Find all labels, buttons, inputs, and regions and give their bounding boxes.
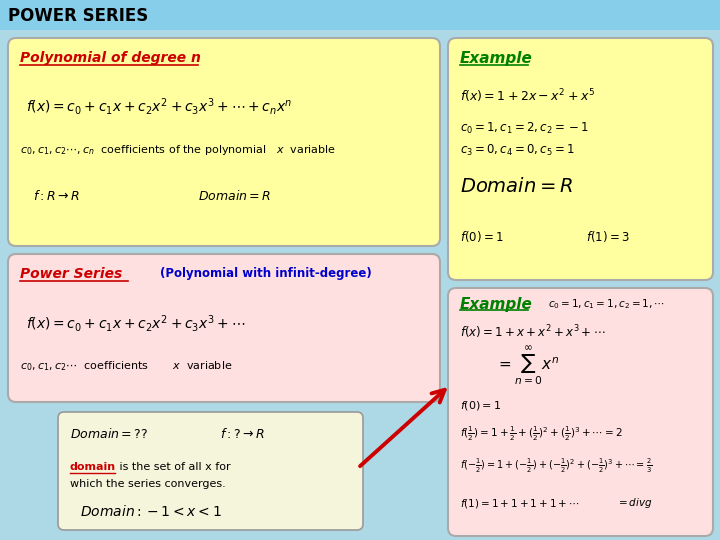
Text: $f : R \rightarrow R$: $f : R \rightarrow R$ bbox=[33, 189, 80, 203]
FancyBboxPatch shape bbox=[448, 38, 713, 280]
Text: $c_3 = 0, c_4 = 0, c_5 = 1$: $c_3 = 0, c_4 = 0, c_5 = 1$ bbox=[460, 143, 575, 158]
Text: $f(x) = 1 + x + x^2 + x^3 + \cdots$: $f(x) = 1 + x + x^2 + x^3 + \cdots$ bbox=[460, 323, 606, 341]
Bar bbox=[0, 0, 720, 30]
Text: $c_0 = 1, c_1 = 2, c_2 = -1$: $c_0 = 1, c_1 = 2, c_2 = -1$ bbox=[460, 120, 589, 136]
Text: Example: Example bbox=[460, 296, 533, 312]
Text: $f(x) = c_0 + c_1 x + c_2 x^2 + c_3 x^3 + \cdots$: $f(x) = c_0 + c_1 x + c_2 x^2 + c_3 x^3 … bbox=[26, 314, 246, 334]
Text: $Domain = R$: $Domain = R$ bbox=[460, 177, 573, 195]
Text: $= divg$: $= divg$ bbox=[616, 496, 652, 510]
Text: $Domain: -1 < x < 1$: $Domain: -1 < x < 1$ bbox=[80, 504, 222, 519]
FancyBboxPatch shape bbox=[8, 254, 440, 402]
FancyBboxPatch shape bbox=[448, 288, 713, 536]
Text: $c_0 = 1, c_1 = 1, c_2 = 1, \cdots$: $c_0 = 1, c_1 = 1, c_2 = 1, \cdots$ bbox=[548, 297, 665, 311]
FancyBboxPatch shape bbox=[58, 412, 363, 530]
Text: $c_0, c_1, c_2\cdots, c_n$  coefficients of the polynomial   $x$  variable: $c_0, c_1, c_2\cdots, c_n$ coefficients … bbox=[20, 143, 336, 157]
Text: $f(-\frac{1}{2}) = 1 + (-\frac{1}{2}) + (-\frac{1}{2})^2 + (-\frac{1}{2})^3 + \c: $f(-\frac{1}{2}) = 1 + (-\frac{1}{2}) + … bbox=[460, 457, 652, 475]
Text: $c_0, c_1, c_2\cdots$  coefficients       $x$  variable: $c_0, c_1, c_2\cdots$ coefficients $x$ v… bbox=[20, 359, 233, 373]
Text: $f(0) = 1$: $f(0) = 1$ bbox=[460, 228, 503, 244]
Text: $f(1) = 3$: $f(1) = 3$ bbox=[586, 228, 630, 244]
Text: is the set of all x for: is the set of all x for bbox=[116, 462, 230, 472]
FancyBboxPatch shape bbox=[8, 38, 440, 246]
Text: $f(\frac{1}{2}) = 1 + \frac{1}{2} + (\frac{1}{2})^2 + (\frac{1}{2})^3 + \cdots =: $f(\frac{1}{2}) = 1 + \frac{1}{2} + (\fr… bbox=[460, 425, 623, 443]
Text: $f(0) = 1$: $f(0) = 1$ bbox=[460, 400, 501, 413]
Text: $Domain = R$: $Domain = R$ bbox=[198, 189, 271, 203]
Text: $= \sum_{n=0}^{\infty} x^n$: $= \sum_{n=0}^{\infty} x^n$ bbox=[496, 344, 559, 388]
Text: POWER SERIES: POWER SERIES bbox=[8, 7, 148, 25]
Text: domain: domain bbox=[70, 462, 116, 472]
Text: $f(1) = 1 + 1 + 1 + 1 + \cdots$: $f(1) = 1 + 1 + 1 + 1 + \cdots$ bbox=[460, 496, 580, 510]
Text: $f(x) = c_0 + c_1 x + c_2 x^2 + c_3 x^3 + \cdots + c_n x^n$: $f(x) = c_0 + c_1 x + c_2 x^2 + c_3 x^3 … bbox=[26, 96, 292, 117]
Text: $Domain = ??$: $Domain = ??$ bbox=[70, 427, 148, 441]
Text: $f(x) = 1 + 2x - x^2 + x^5$: $f(x) = 1 + 2x - x^2 + x^5$ bbox=[460, 87, 595, 105]
Text: $f : ? \rightarrow R$: $f : ? \rightarrow R$ bbox=[220, 427, 265, 441]
Text: Polynomial of degree n: Polynomial of degree n bbox=[20, 51, 201, 65]
Text: Power Series: Power Series bbox=[20, 267, 122, 281]
Text: Example: Example bbox=[460, 51, 533, 65]
Text: which the series converges.: which the series converges. bbox=[70, 479, 226, 489]
Text: (Polynomial with infinit-degree): (Polynomial with infinit-degree) bbox=[160, 267, 372, 280]
